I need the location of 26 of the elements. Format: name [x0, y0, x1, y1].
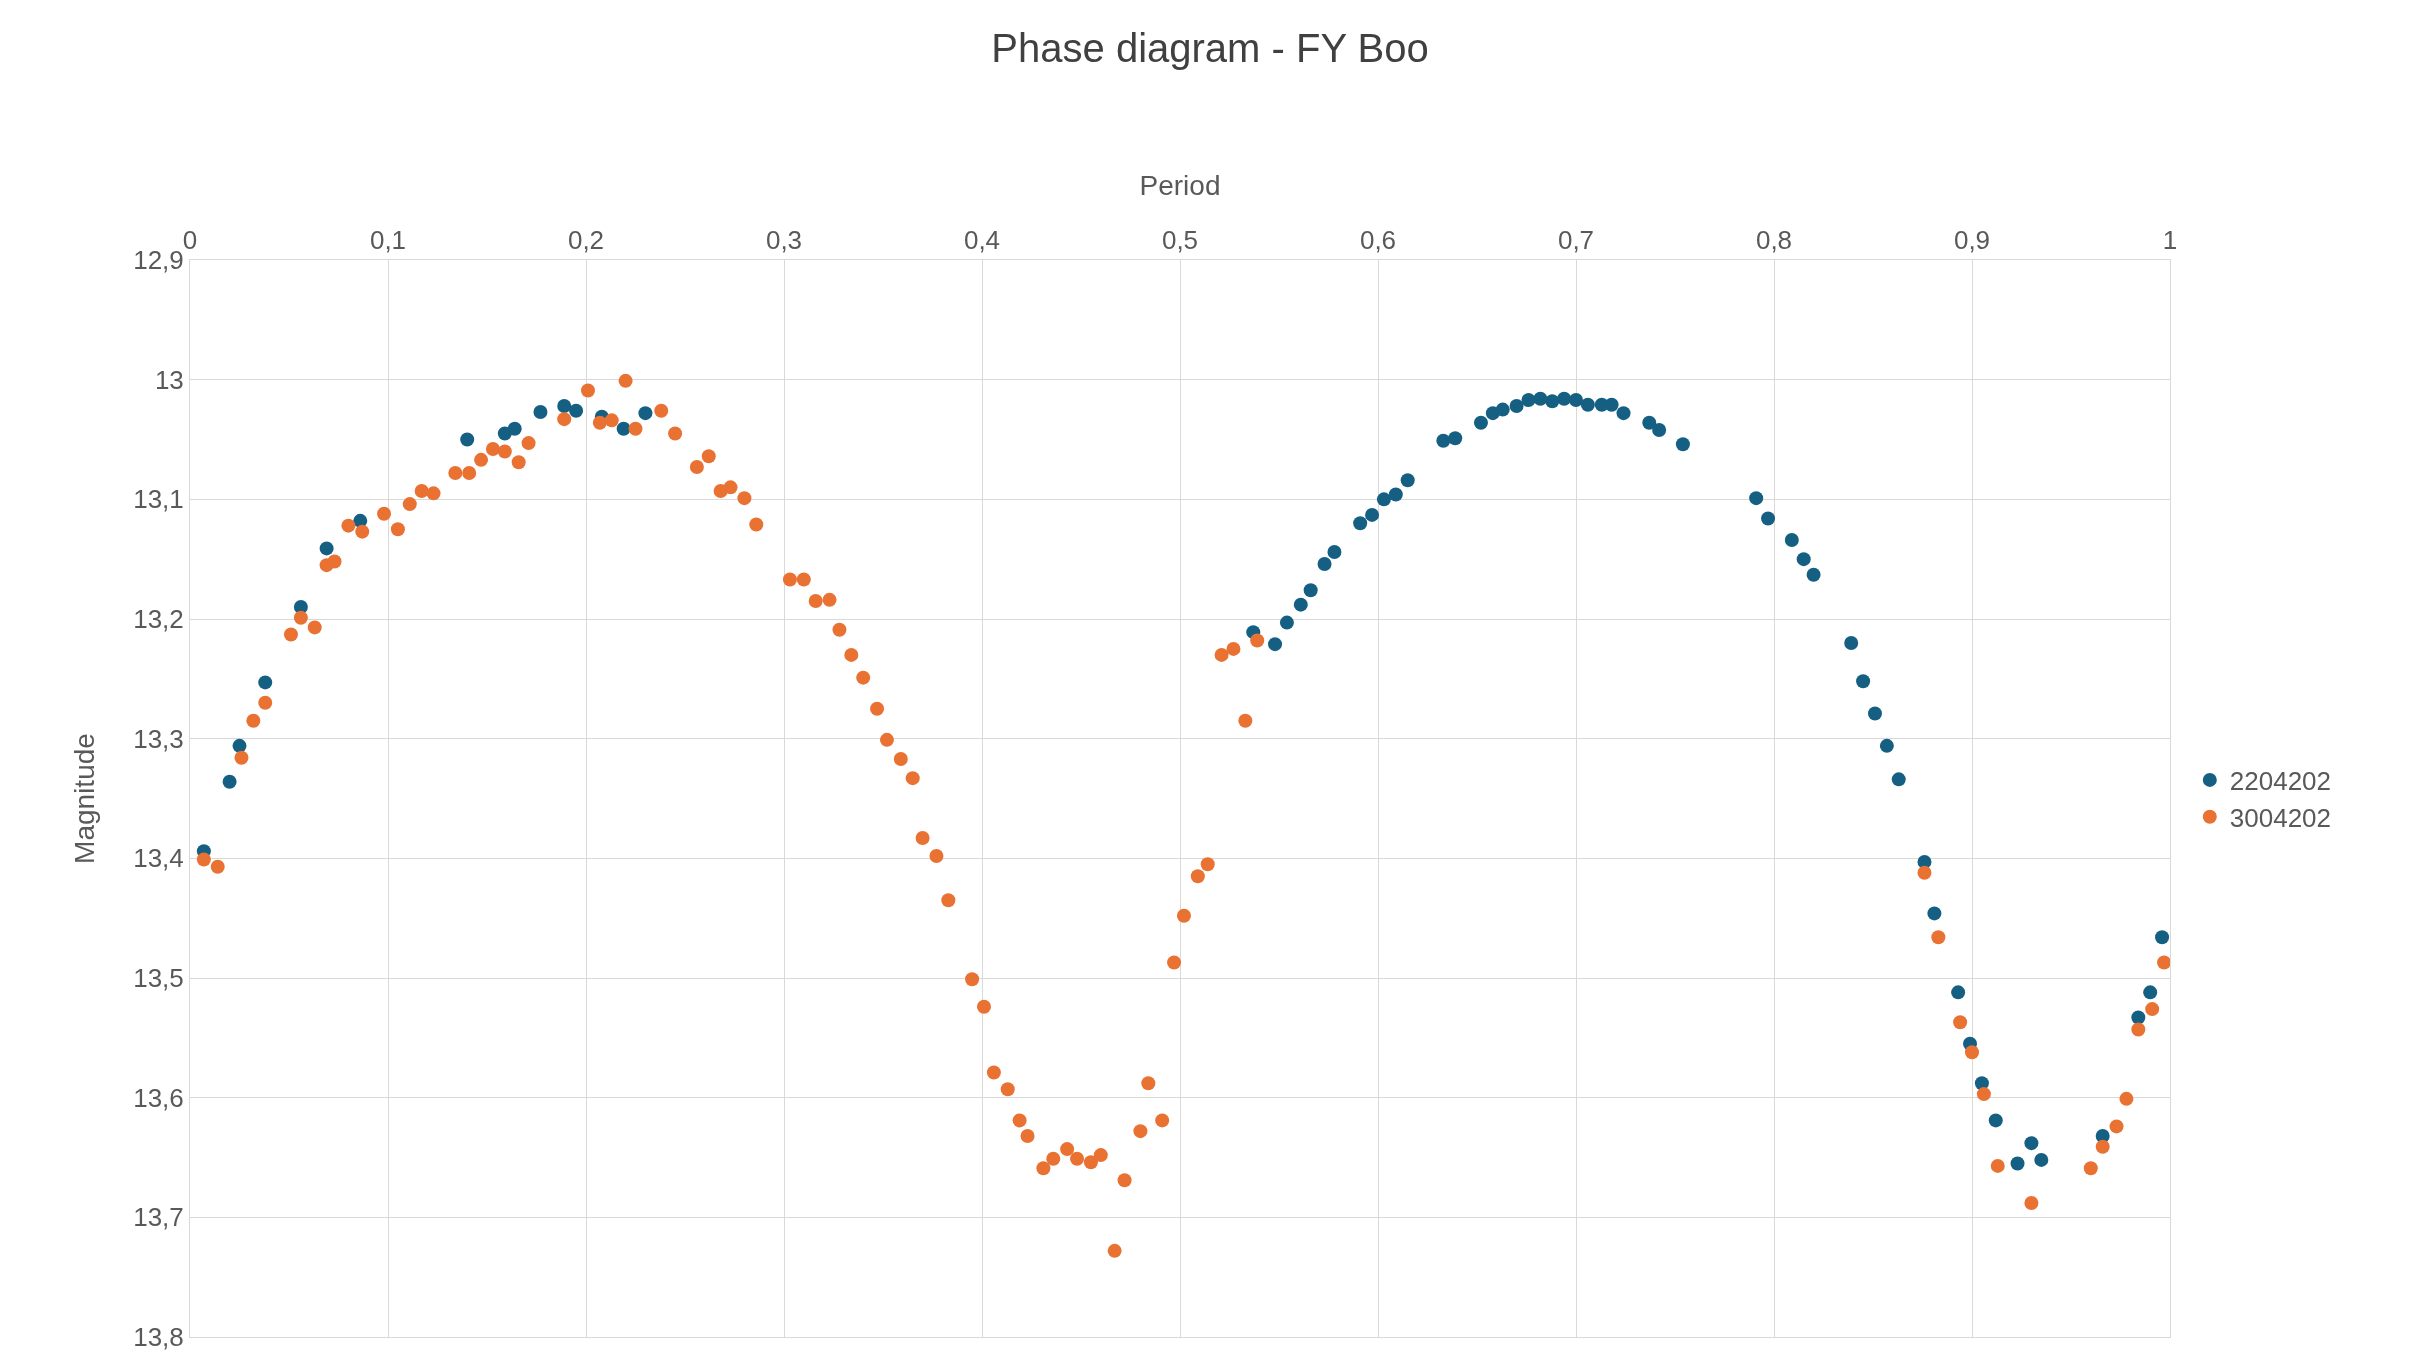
y-tick-label: 13,8 — [133, 1322, 184, 1353]
legend-label: 2204202 — [2229, 766, 2332, 797]
chart-title: Phase diagram - FY Boo — [991, 26, 1429, 71]
y-tick-label: 12,9 — [133, 245, 184, 276]
y-tick-label: 13,2 — [133, 604, 184, 635]
y-tick-label: 13,1 — [133, 484, 184, 515]
x-tick-label: 0,6 — [1359, 224, 1397, 255]
x-tick-label: 1 — [2162, 224, 2178, 255]
y-tick-label: 13,7 — [133, 1202, 184, 1233]
x-tick-label: 0,8 — [1755, 224, 1793, 255]
x-tick-label: 0 — [182, 224, 198, 255]
x-tick-label: 0,3 — [765, 224, 803, 255]
y-axis-title: Magnitude — [68, 733, 100, 864]
legend-label: 3004202 — [2229, 802, 2332, 833]
y-tick-label: 13,5 — [133, 963, 184, 994]
y-tick-label: 13 — [154, 364, 184, 395]
x-tick-label: 0,4 — [963, 224, 1001, 255]
x-tick-label: 0,5 — [1161, 224, 1199, 255]
y-tick-label: 13,3 — [133, 723, 184, 754]
x-axis-title: Period — [1139, 170, 1221, 202]
x-tick-label: 0,7 — [1557, 224, 1595, 255]
y-tick-label: 13,6 — [133, 1082, 184, 1113]
x-tick-label: 0,2 — [567, 224, 605, 255]
y-tick-label: 13,4 — [133, 843, 184, 874]
x-tick-label: 0,9 — [1953, 224, 1991, 255]
x-tick-label: 0,1 — [369, 224, 407, 255]
